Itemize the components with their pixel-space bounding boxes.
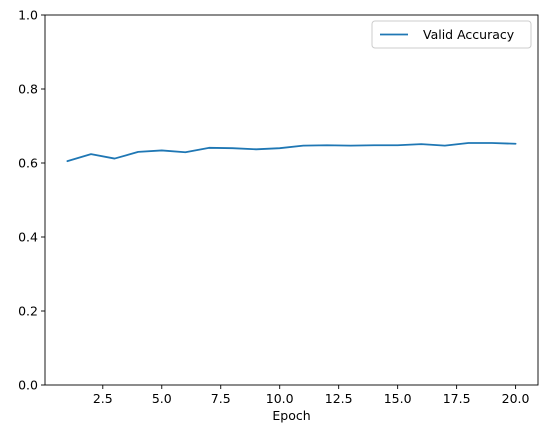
x-tick-label: 7.5 (211, 391, 231, 406)
axes (44, 14, 539, 386)
y-tick-label: 0.0 (18, 378, 38, 393)
y-tick-label: 0.4 (18, 230, 38, 245)
x-tick-label: 5.0 (152, 391, 172, 406)
x-tick-label: 17.5 (443, 391, 471, 406)
y-tick-label: 0.8 (18, 82, 38, 97)
legend: Valid Accuracy (371, 20, 532, 49)
ticks: 2.5 5.0 7.5 10.0 12.5 15.0 17.5 20.0 0.0 0.2 0.4 0.… (18, 8, 529, 407)
legend-box (371, 20, 532, 49)
y-tick-label: 0.2 (18, 304, 38, 319)
x-tick-label: 10.0 (266, 391, 294, 406)
x-axis-label: Epoch (272, 408, 310, 423)
y-tick-label: 0.6 (18, 156, 38, 171)
series-line (66, 142, 517, 163)
legend-label: Valid Accuracy (423, 27, 515, 42)
x-tick-label: 15.0 (384, 391, 412, 406)
x-tick-label: 12.5 (325, 391, 353, 406)
plot-frame (44, 14, 539, 386)
y-tick-label: 1.0 (18, 8, 38, 23)
x-tick-label: 2.5 (93, 391, 113, 406)
series (66, 142, 517, 163)
x-tick-label: 20.0 (502, 391, 530, 406)
